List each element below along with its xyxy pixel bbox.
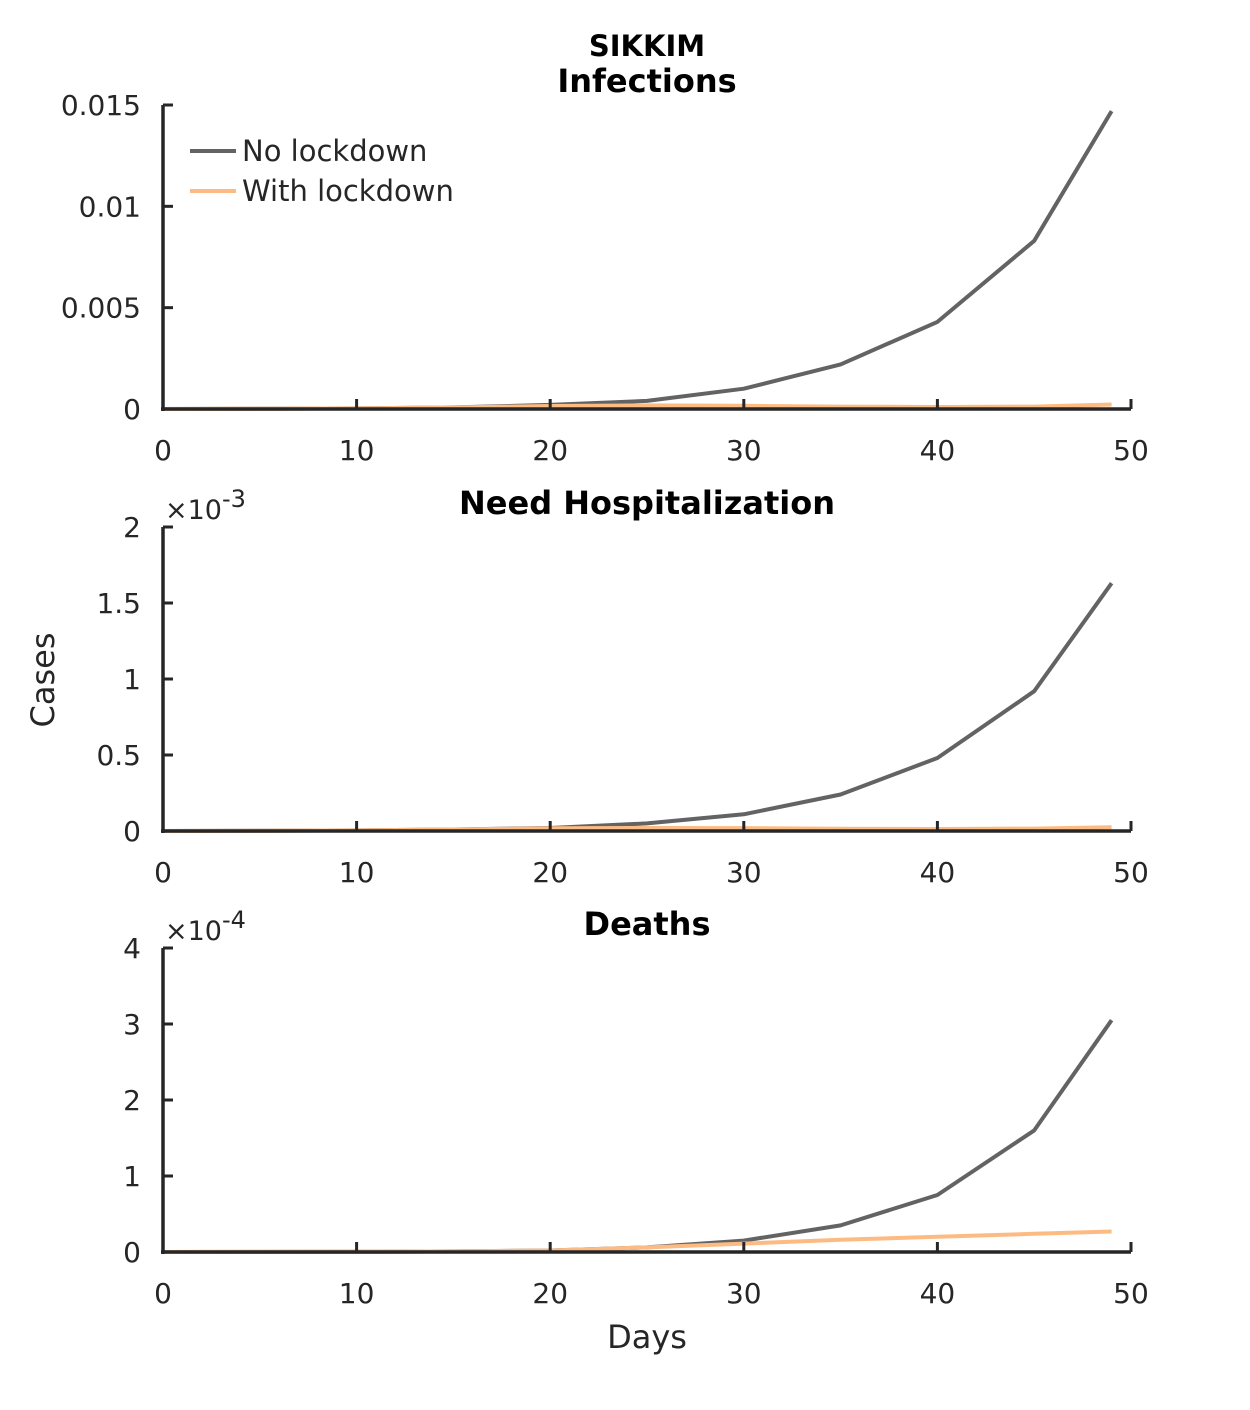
x-tick-label: 40 [920, 434, 956, 467]
x-tick-label: 50 [1113, 434, 1149, 467]
x-tick-label: 30 [726, 1277, 762, 1310]
series-line-no-lockdown [162, 1019, 1114, 1254]
panel-need-hospitalization: Need Hospitalization 0 10 20 30 40 50 0 0.5 1 1.5 2… [96, 484, 1148, 889]
y-tick-label: 3 [123, 1008, 141, 1041]
x-tick-label: 40 [920, 856, 956, 889]
y-tick-label: 0 [123, 1236, 141, 1269]
y-exponent-power: -3 [222, 485, 246, 513]
x-tick-label: 30 [726, 856, 762, 889]
y-axis-label: Cases [24, 633, 62, 728]
x-tick-label: 50 [1113, 856, 1149, 889]
y-exponent-label: ×10-3 [165, 485, 246, 526]
series-line-with-lockdown [162, 1229, 1112, 1254]
figure-suptitle: SIKKIM [589, 29, 705, 63]
x-tick-label: 20 [532, 856, 568, 889]
x-tick-label: 20 [532, 1277, 568, 1310]
legend-label-no-lockdown: No lockdown [242, 134, 427, 168]
x-tick-label: 10 [339, 434, 375, 467]
y-tick-label: 0 [123, 393, 141, 426]
y-tick-label: 2 [123, 1084, 141, 1117]
y-tick-label: 2 [123, 511, 141, 544]
panel-title: Deaths [584, 905, 711, 943]
panel-infections: Infections 0 10 20 30 40 50 0 0.005 0.01 0.015 [61, 62, 1149, 467]
y-tick-label: 0.005 [61, 292, 141, 325]
y-tick-label: 1 [123, 663, 141, 696]
panel-title: Need Hospitalization [459, 484, 835, 522]
x-tick-label: 20 [532, 434, 568, 467]
x-tick-label: 0 [154, 434, 172, 467]
y-tick-label: 0 [123, 815, 141, 848]
x-tick-label: 10 [339, 1277, 375, 1310]
x-axis-label: Days [607, 1318, 687, 1356]
panel-title: Infections [557, 62, 736, 100]
x-tick-label: 10 [339, 856, 375, 889]
legend: No lockdown With lockdown [190, 134, 454, 208]
x-tick-label: 50 [1113, 1277, 1149, 1310]
y-exponent-label: ×10-4 [165, 906, 246, 947]
y-tick-label: 0.01 [79, 190, 141, 223]
y-tick-label: 4 [123, 932, 141, 965]
x-tick-label: 0 [154, 856, 172, 889]
y-tick-label: 1 [123, 1160, 141, 1193]
y-tick-label: 0.015 [61, 89, 141, 122]
y-exponent-power: -4 [222, 906, 246, 934]
x-tick-label: 30 [726, 434, 762, 467]
y-tick-label: 1.5 [96, 587, 141, 620]
series-line-no-lockdown [162, 582, 1114, 833]
y-tick-label: 0.5 [96, 739, 141, 772]
x-tick-label: 0 [154, 1277, 172, 1310]
x-tick-label: 40 [920, 1277, 956, 1310]
legend-label-with-lockdown: With lockdown [242, 174, 454, 208]
panel-deaths: Deaths 0 10 20 30 40 50 0 1 2 3 4 ×10-4 [123, 905, 1149, 1310]
